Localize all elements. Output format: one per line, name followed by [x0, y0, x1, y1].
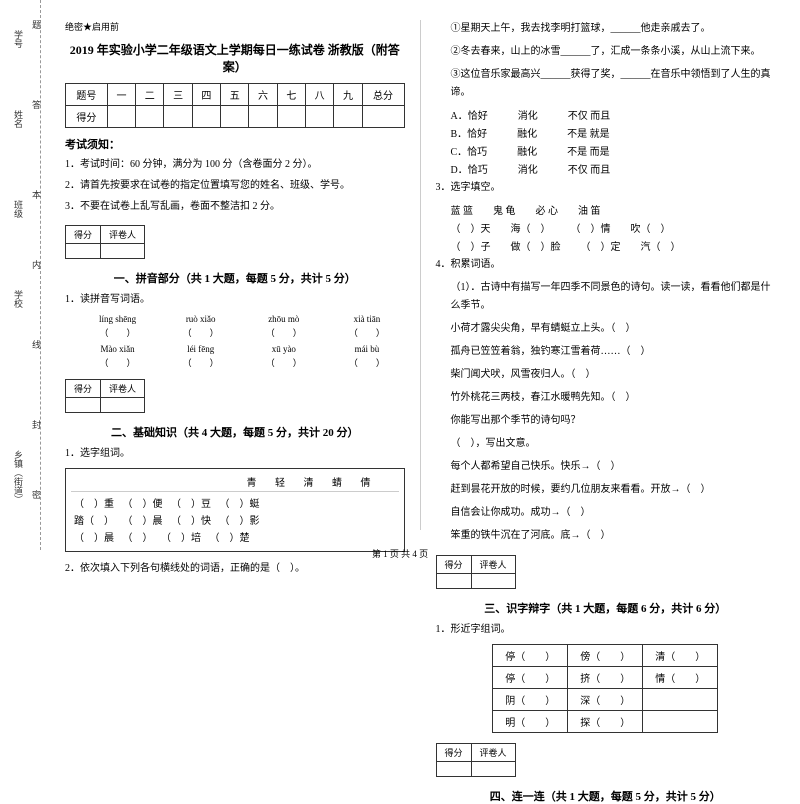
section2-title: 二、基础知识（共 4 大题，每题 5 分，共计 20 分）	[65, 424, 405, 440]
sub-question: （1）．古诗中有描写一年四季不同景色的诗句。读一读，看看他们都是什么季节。	[436, 279, 776, 315]
poem-line: 笨重的铁牛沉在了河底。底→（ ）	[436, 527, 776, 545]
poem-line: 你能写出那个季节的诗句吗？	[436, 412, 776, 430]
exam-title: 2019 年实验小学二年级语文上学期每日一练试卷 浙教版（附答案）	[65, 41, 405, 75]
notice-item: 3．不要在试卷上乱写乱画，卷面不整洁扣 2 分。	[65, 199, 405, 215]
option-row: D．恰巧 消化 不仅 而且	[436, 161, 776, 176]
option-row: B．恰好 融化 不是 就是	[436, 125, 776, 140]
pinyin-row: Mào xiǎn léi fēng xū yào mái bù	[65, 344, 405, 354]
section-score-box: 得分评卷人	[436, 555, 516, 589]
poem-line: 自信会让你成功。成功→（ ）	[436, 504, 776, 522]
question-text: 2．依次填入下列各句横线处的词语，正确的是（ ）。	[65, 560, 405, 578]
question-text: 1．选字组词。	[65, 445, 405, 463]
section1-title: 一、拼音部分（共 1 大题，每题 5 分，共计 5 分）	[65, 270, 405, 286]
line-label: 题	[30, 20, 43, 29]
poem-line: 竹外桃花三两枝，春江水暖鸭先知。（ ）	[436, 389, 776, 407]
sentence: ②冬去春来，山上的冰雪______了，汇成一条条小溪，从山上流下来。	[436, 43, 776, 61]
poem-line: 孤舟已笠笠着翁，独钓寒江雪着荷……（ ）	[436, 343, 776, 361]
line-label: 密	[30, 490, 43, 499]
right-column: ①星期天上午，我去找李明打篮球，______他走亲戚去了。 ②冬去春来，山上的冰…	[421, 20, 791, 530]
section-score-box: 得分评卷人	[65, 379, 145, 413]
notice-title: 考试须知：	[65, 136, 405, 152]
question-text: 1．读拼音写词语。	[65, 291, 405, 309]
option-row: A．恰好 消化 不仅 而且	[436, 107, 776, 122]
question-text: 3．选字填空。	[436, 179, 776, 197]
binding-label: 乡镇（街道）	[12, 450, 25, 504]
secret-label: 绝密★启用前	[65, 20, 405, 33]
poem-line: 小荷才露尖尖角，早有蜻蜓立上头。（ ）	[436, 320, 776, 338]
line-label: 线	[30, 340, 43, 349]
score-summary-table: 题号 一 二 三 四 五 六 七 八 九 总分 得分	[65, 83, 405, 128]
option-row: C．恰巧 融化 不是 而是	[436, 143, 776, 158]
line-label: 封	[30, 420, 43, 429]
word-pairs-table: 停（ ） 傍（ ） 清（ ） 停（ ） 挤（ ） 情（ ） 阴（ ） 深（ ） …	[492, 644, 718, 733]
sentence: ③这位音乐家最高兴______获得了奖，______在音乐中领悟到了人生的真谛。	[436, 66, 776, 102]
notice-item: 1．考试时间：60 分钟，满分为 100 分（含卷面分 2 分）。	[65, 157, 405, 173]
page-footer: 第 1 页 共 4 页	[0, 547, 800, 560]
poem-line: 赶到昙花开放的时候，要约几位朋友来看看。开放→（ ）	[436, 481, 776, 499]
binding-label: 姓名	[12, 110, 25, 128]
fill-row: （ ）子 做（ ）脸 （ ）定 汽（ ）	[436, 238, 776, 253]
left-column: 绝密★启用前 2019 年实验小学二年级语文上学期每日一练试卷 浙教版（附答案）…	[50, 20, 421, 530]
question-text: 1．形近字组词。	[436, 621, 776, 639]
pinyin-row: líng shēng ruò xiǎo zhōu mò xià tiān	[65, 314, 405, 324]
question-text: 4．积累词语。	[436, 256, 776, 274]
fill-row: （ ）天 海（ ） （ ）情 吹（ ）	[436, 220, 776, 235]
line-label: 本	[30, 190, 43, 199]
section3-title: 三、识字辩字（共 1 大题，每题 6 分，共计 6 分）	[436, 600, 776, 616]
line-label: 答	[30, 100, 43, 109]
section-score-box: 得分评卷人	[436, 743, 516, 777]
binding-label: 学号	[12, 30, 25, 48]
line-label: 内	[30, 260, 43, 269]
poem-line: （ ），写出文意。	[436, 435, 776, 453]
char-selection-table: 青 轻 清 蜻 倩 （ ）重 （ ）便 （ ）豆 （ ）蜓 踏（ ） （ ）晨 …	[65, 468, 405, 552]
binding-label: 班级	[12, 200, 25, 218]
section-score-box: 得分评卷人	[65, 225, 145, 259]
poem-line: 每个人都希望自己快乐。快乐→（ ）	[436, 458, 776, 476]
fill-row: 蓝 篮 鬼 龟 必 心 油 笛	[436, 202, 776, 217]
poem-line: 柴门闻犬吠，风雪夜归人。（ ）	[436, 366, 776, 384]
binding-label: 学校	[12, 290, 25, 308]
notice-item: 2．请首先按要求在试卷的指定位置填写您的姓名、班级、学号。	[65, 178, 405, 194]
section4-title: 四、连一连（共 1 大题，每题 5 分，共计 5 分）	[436, 788, 776, 804]
binding-area: 学号 姓名 班级 学校 乡镇（街道） 题 答 本 内 线 封 密	[0, 0, 45, 550]
sentence: ①星期天上午，我去找李明打篮球，______他走亲戚去了。	[436, 20, 776, 38]
